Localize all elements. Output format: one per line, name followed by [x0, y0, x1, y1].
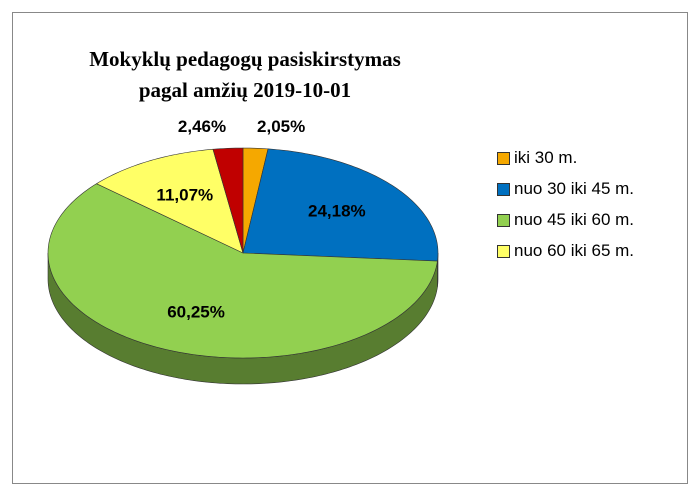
- legend-swatch: [497, 214, 510, 227]
- slice: [212, 147, 244, 254]
- data-label: 24,18%: [308, 201, 366, 220]
- slice: [47, 183, 438, 359]
- chart-frame: [12, 12, 688, 484]
- slice: [95, 148, 244, 254]
- legend-swatch: [497, 245, 510, 258]
- legend-item: nuo 45 iki 60 m.: [497, 208, 652, 232]
- data-label: 60,25%: [167, 302, 225, 321]
- legend-label: nuo 45 iki 60 m.: [514, 210, 635, 229]
- legend-item: nuo 30 iki 45 m.: [497, 177, 652, 201]
- legend-swatch: [497, 152, 510, 165]
- legend-label: nuo 60 iki 65 m.: [514, 241, 635, 260]
- legend-swatch: [497, 183, 510, 196]
- legend-label: nuo 30 iki 45 m.: [514, 179, 635, 198]
- legend-item: nuo 60 iki 65 m.: [497, 239, 652, 263]
- data-label: 2,46%: [178, 117, 226, 136]
- legend-item: iki 30 m.: [497, 146, 652, 170]
- data-label: 11,07%: [156, 185, 213, 204]
- data-label: 2,05%: [257, 117, 305, 136]
- legend: iki 30 m. nuo 30 iki 45 m. nuo 45 iki 60 m…: [497, 146, 652, 270]
- slice: [242, 148, 439, 262]
- legend-label: iki 30 m.: [514, 148, 578, 167]
- chart-title: Mokyklų pedagogų pasiskirstymas pagal am…: [89, 47, 401, 102]
